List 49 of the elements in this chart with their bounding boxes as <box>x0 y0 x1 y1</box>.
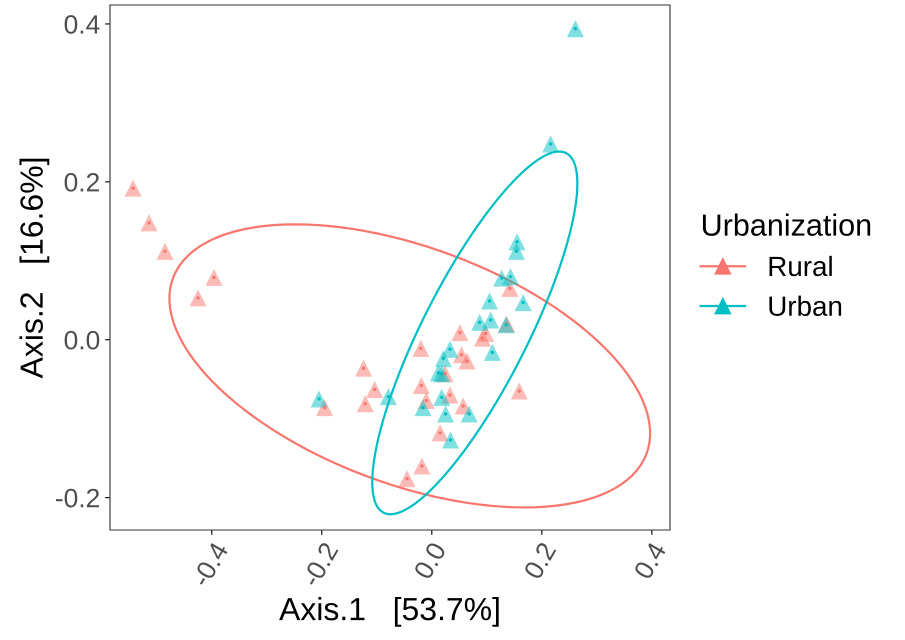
x-tick-label: 0.0 <box>413 540 447 580</box>
point <box>482 311 500 329</box>
point <box>366 380 384 398</box>
point <box>566 20 584 38</box>
point <box>414 399 432 416</box>
x-axis-title: Axis.1 [53.7%] <box>279 596 499 627</box>
point <box>124 180 142 197</box>
point <box>493 270 510 287</box>
point <box>398 470 416 488</box>
point <box>205 268 222 286</box>
point <box>356 395 374 412</box>
point <box>310 390 328 408</box>
point <box>451 324 468 342</box>
y-tick-label: 0.2 <box>64 172 99 192</box>
point <box>510 382 528 400</box>
point <box>140 214 158 232</box>
x-tick-label: 0.2 <box>523 541 556 580</box>
point <box>442 431 460 449</box>
y-tick-label: 0.0 <box>64 330 100 350</box>
legend-title: Urbanization <box>702 213 870 236</box>
x-tick-label: -0.2 <box>300 541 339 588</box>
x-tick-label: -0.4 <box>190 540 229 588</box>
point <box>413 458 430 475</box>
point <box>508 242 526 260</box>
point <box>484 344 501 361</box>
point <box>156 242 174 260</box>
point <box>437 405 454 422</box>
point <box>433 365 450 382</box>
point <box>432 424 449 442</box>
point <box>458 352 476 370</box>
point <box>412 340 430 357</box>
point <box>433 388 450 406</box>
legend-label: Urban <box>769 296 842 316</box>
y-axis-title: Axis.2 [16.6%] <box>19 158 50 378</box>
legend-label: Rural <box>770 256 832 276</box>
x-tick-label: 0.4 <box>633 540 667 580</box>
point <box>460 405 478 422</box>
point <box>412 377 430 394</box>
point <box>190 289 207 306</box>
point <box>471 314 488 331</box>
point <box>481 292 498 310</box>
y-tick-label: -0.2 <box>56 488 99 508</box>
point <box>514 294 532 312</box>
point <box>542 135 560 152</box>
point <box>474 330 491 347</box>
point <box>434 350 452 368</box>
point <box>355 360 372 377</box>
point <box>380 388 397 406</box>
y-tick-label: 0.4 <box>64 15 100 34</box>
